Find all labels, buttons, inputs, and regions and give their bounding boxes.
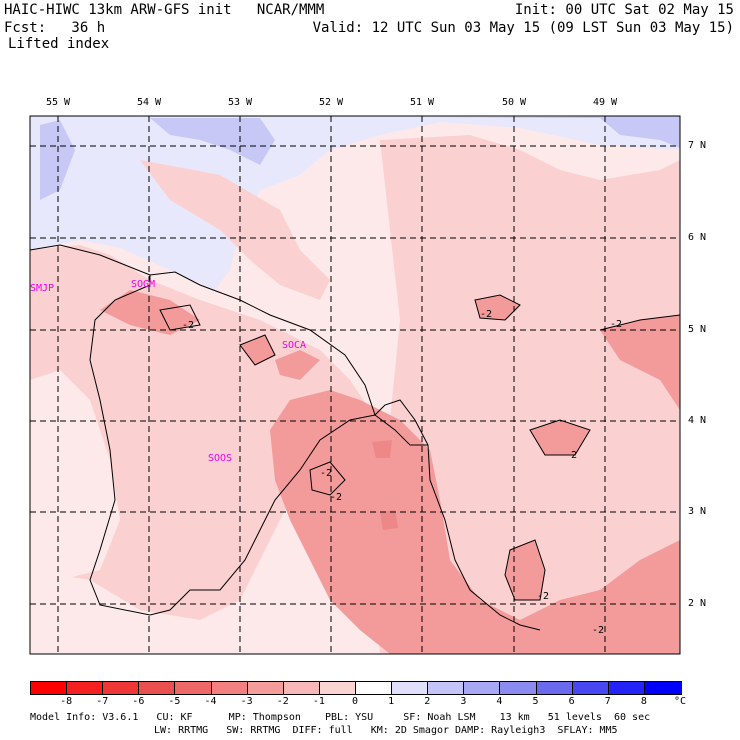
rose-region-blob-1: [475, 295, 520, 320]
rose-region-blob-2: [530, 420, 590, 455]
pink-streak-north: [140, 160, 330, 300]
colorbar-cell: [30, 681, 68, 695]
contour-label-6: -2: [330, 492, 343, 503]
model-info-line-1: Model Info: V3.6.1 CU: KF MP: Thompson P…: [30, 712, 651, 723]
colorbar-label: -6: [132, 696, 145, 707]
contour-label-7: -2: [537, 591, 550, 602]
lon-label-52w: 52 W: [318, 97, 344, 108]
colorbar-label: -4: [204, 696, 217, 707]
blue-region-northeast: [40, 116, 680, 200]
map-frame: [29, 115, 681, 655]
lat-label-4n: 4 N: [688, 415, 707, 426]
colorbar-cell: [355, 681, 393, 695]
colorbar-label: 8: [640, 696, 647, 707]
border-east: [374, 414, 428, 446]
blue-region-north-core: [150, 118, 275, 165]
colorbar-cell: [210, 681, 249, 695]
colorbar-cell: [607, 681, 646, 695]
colorbar-cell: [643, 681, 682, 695]
colorbar-label: 5: [532, 696, 539, 707]
colorbar-cell: [571, 681, 610, 695]
model-title: HAIC-HIWC 13km ARW-GFS init NCAR/MMM: [4, 2, 325, 18]
lon-label-50w: 50 W: [501, 97, 527, 108]
station-sogm: SOGM: [131, 279, 156, 290]
colorbar-cell: [391, 681, 430, 695]
colorbar-label: -2: [276, 696, 289, 707]
colorbar-label: 6: [568, 696, 575, 707]
pink-region-east: [370, 135, 680, 654]
field-name: Lifted index: [8, 36, 110, 52]
graticule: [30, 116, 680, 654]
station-soos: SOOS: [208, 453, 233, 464]
colorbar-cell: [282, 681, 321, 695]
station-soca: SOCA: [282, 340, 307, 351]
colorbar-cell: [535, 681, 574, 695]
lon-label-55w: 55 W: [45, 97, 71, 108]
deep-rose-cell-2: [372, 440, 392, 458]
lon-label-51w: 51 W: [409, 97, 435, 108]
rose-region-coast: [100, 290, 200, 335]
colorbar-label: 3: [460, 696, 467, 707]
colorbar-cell: [138, 681, 177, 695]
colorbar-label: 4: [496, 696, 503, 707]
contour-label-2: -2: [480, 309, 493, 320]
lat-label-7n: 7 N: [688, 140, 707, 151]
contour-label-1: -2: [182, 320, 195, 331]
lat-label-6n: 6 N: [688, 232, 707, 243]
lat-label-2n: 2 N: [688, 598, 707, 609]
colorbar-label: 7: [604, 696, 611, 707]
colorbar-label: 0: [351, 696, 359, 707]
colorbar-cell: [66, 681, 105, 695]
colorbar-cell: [427, 681, 466, 695]
contour-label-4: -2: [565, 450, 578, 461]
lat-label-5n: 5 N: [688, 324, 707, 335]
colorbar-cell: [246, 681, 285, 695]
valid-time: Valid: 12 UTC Sun 03 May 15 (09 LST Sun …: [312, 20, 734, 36]
colorbar-label: -1: [312, 696, 325, 707]
colorbar-cell: [463, 681, 502, 695]
colorbar-label: 2: [424, 696, 431, 707]
land-light-interior: [30, 370, 120, 580]
colorbar-label: -7: [96, 696, 109, 707]
colorbar-label: -5: [168, 696, 181, 707]
contour-label-8: -2: [592, 625, 605, 636]
lon-label-54w: 54 W: [136, 97, 162, 108]
colorbar-label: -3: [240, 696, 253, 707]
blue-region-northwest: [30, 116, 680, 290]
colorbar-cell: [499, 681, 538, 695]
colorbar-cell: [102, 681, 141, 695]
contour-label-5: -2: [320, 468, 333, 479]
contour-label-3: -2: [610, 319, 623, 330]
lat-label-3n: 3 N: [688, 506, 707, 517]
lon-label-49w: 49 W: [592, 97, 618, 108]
deep-rose-cell-1: [380, 510, 398, 530]
colorbar-label: -8: [60, 696, 73, 707]
colorbar-label: 1: [388, 696, 395, 707]
colorbar-unit: °C: [674, 696, 687, 707]
rose-region-south-central: [270, 390, 680, 654]
colorbar-cell: [174, 681, 213, 695]
rose-region-blob-4: [505, 540, 545, 600]
init-time: Init: 00 UTC Sat 02 May 15: [514, 2, 734, 18]
border-west: [89, 275, 376, 616]
model-info-line-2: LW: RRTMG SW: RRTMG DIFF: full KM: 2D Sm…: [154, 725, 618, 736]
forecast-hour: Fcst: 36 h: [4, 20, 106, 36]
lon-label-53w: 53 W: [227, 97, 253, 108]
contour-lines: [159, 294, 681, 601]
rose-region-blob-3: [240, 335, 320, 380]
rose-region-east: [600, 315, 680, 410]
station-smjp: SMJP: [30, 283, 55, 294]
colorbar-cell: [318, 681, 357, 695]
